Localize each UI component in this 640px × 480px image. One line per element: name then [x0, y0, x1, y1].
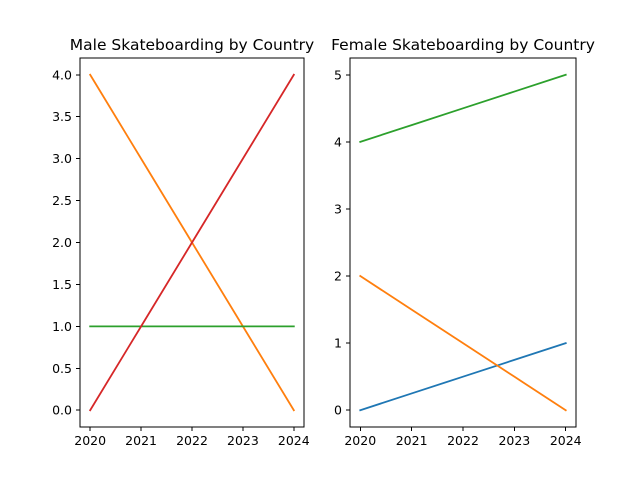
female-skateboarding-chart: Female Skateboarding by Country 2020 2021… [331, 36, 595, 448]
y-tick-label: 1.5 [52, 277, 72, 292]
y-tick-label: 4.0 [52, 67, 72, 82]
x-tick-label: 2024 [550, 433, 582, 448]
x-tick-label: 2020 [74, 433, 106, 448]
x-tick-label: 2022 [447, 433, 479, 448]
y-tick-label: 4 [334, 134, 342, 149]
y-tick-label: 1.0 [52, 319, 72, 334]
y-tick-label: 3.0 [52, 151, 72, 166]
chart-title: Female Skateboarding by Country [331, 36, 595, 54]
x-tick-label: 2024 [278, 433, 310, 448]
y-tick-label: 1 [334, 336, 342, 351]
y-tick-label: 2.5 [52, 193, 72, 208]
x-tick-label: 2023 [498, 433, 530, 448]
axes-frame [349, 57, 577, 428]
series-line-3 [359, 73, 567, 143]
series-line-1 [359, 342, 567, 412]
y-tick-label: 3.5 [52, 109, 72, 124]
axes-frame [79, 57, 305, 428]
y-tick-label: 5 [334, 67, 342, 82]
y-tick-label: 2.0 [52, 235, 72, 250]
x-tick-label: 2023 [227, 433, 259, 448]
y-tick-label: 2 [334, 269, 342, 284]
x-tick-label: 2020 [344, 433, 376, 448]
x-tick-label: 2021 [125, 433, 157, 448]
y-tick-label: 0.0 [52, 403, 72, 418]
chart-title: Male Skateboarding by Country [70, 36, 314, 54]
y-tick-label: 0.5 [52, 361, 72, 376]
x-tick-label: 2021 [396, 433, 428, 448]
series-line-2 [359, 274, 567, 412]
male-skateboarding-chart: Male Skateboarding by Country 2020 2021 20… [52, 36, 314, 448]
y-tick-label: 3 [334, 201, 342, 216]
x-tick-label: 2022 [176, 433, 208, 448]
plot-area: 2020 2021 2022 2023 2024 0.0 0.5 1.0 1.5 2.0 2.5 3.… [52, 67, 310, 448]
plot-area: 2020 2021 2022 2023 2024 0 1 2 3 4 5 [334, 67, 582, 448]
y-tick-label: 0 [334, 403, 342, 418]
series-line-3 [88, 73, 296, 412]
